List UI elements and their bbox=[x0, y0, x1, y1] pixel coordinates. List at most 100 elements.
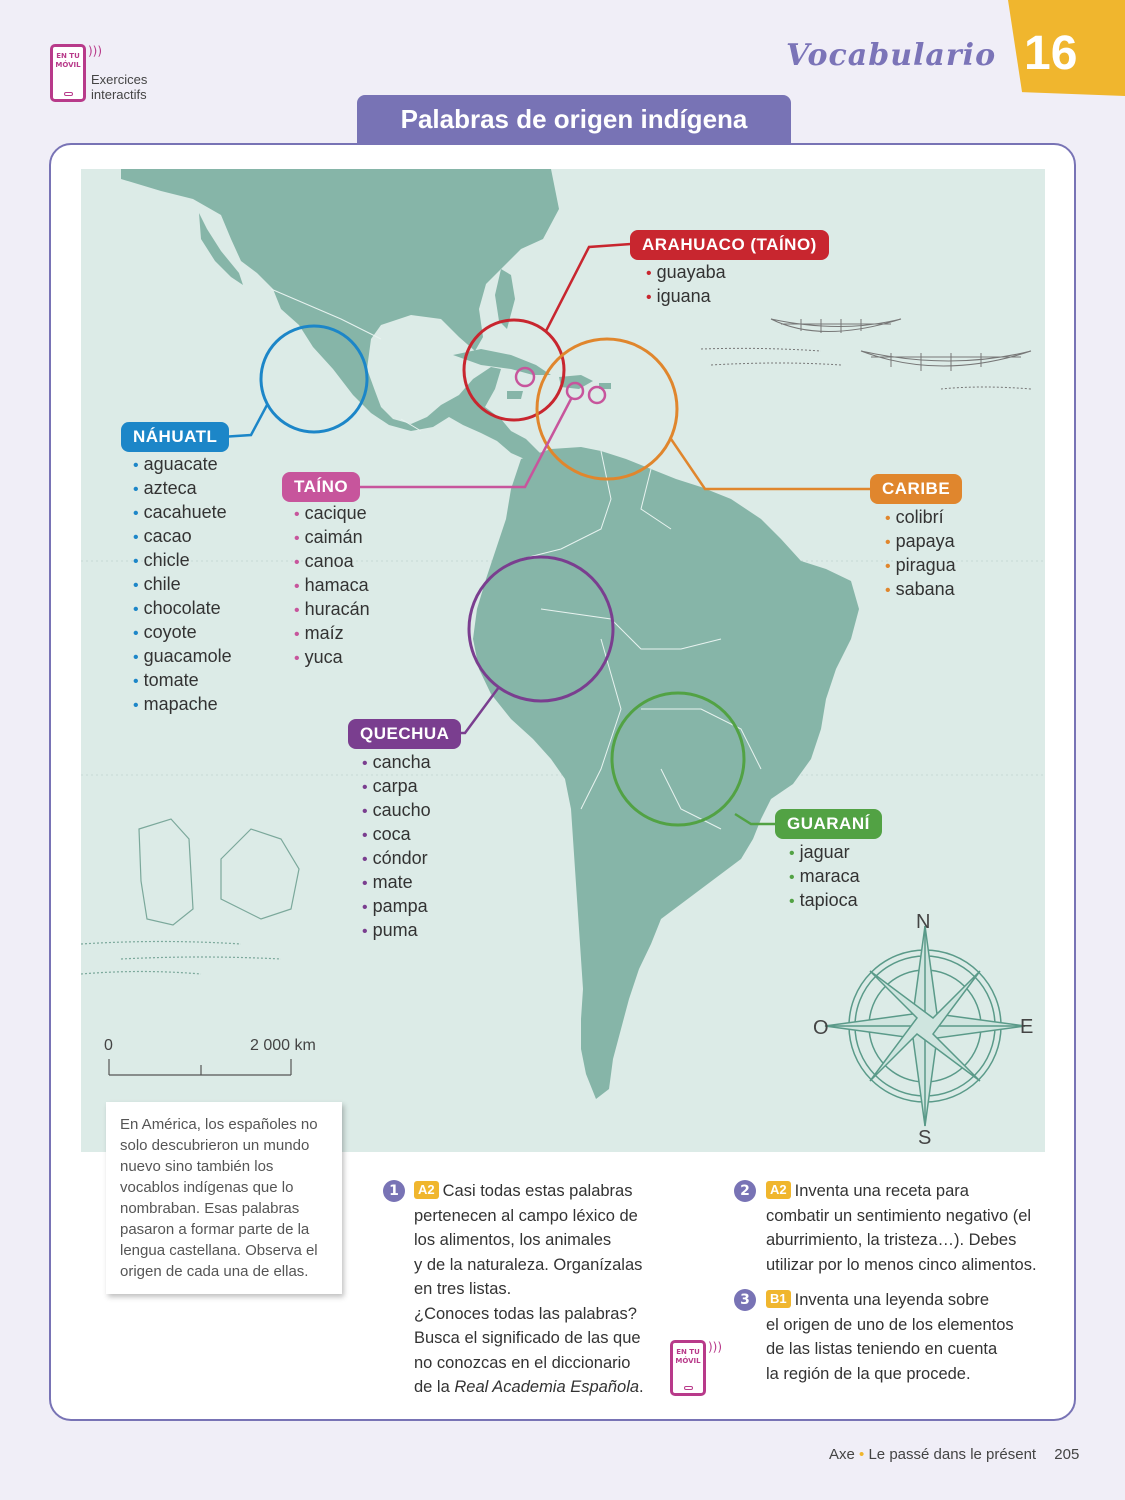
exercices-interactifs-label[interactable]: Exercices interactifs bbox=[91, 72, 148, 102]
list-item: caimán bbox=[294, 526, 370, 550]
text-line: y de la naturaleza. Organízalas bbox=[414, 1255, 643, 1274]
text-line: no conozcas en el diccionario bbox=[414, 1353, 631, 1372]
south-america-land bbox=[473, 447, 859, 1099]
north-america-land bbox=[121, 169, 559, 464]
text-line: en tres listas. bbox=[414, 1280, 512, 1298]
baja-california-land bbox=[199, 213, 243, 285]
page-footer: Axe • Le passé dans le présent 205 bbox=[829, 1446, 1079, 1463]
text-line: aburrimiento, la tristeza…). Debes bbox=[766, 1231, 1017, 1249]
arahuaco-word-list: guayaba iguana bbox=[646, 261, 726, 309]
arahuaco-leader bbox=[544, 242, 632, 332]
taino-region-circle-3 bbox=[587, 385, 607, 405]
list-item: cancha bbox=[362, 751, 431, 775]
nahuatl-word-list: aguacate azteca cacahuete cacao chicle c… bbox=[133, 453, 232, 717]
list-item: puma bbox=[362, 919, 431, 943]
compass-south-label: S bbox=[918, 1127, 932, 1149]
list-item: cacahuete bbox=[133, 501, 232, 525]
list-item: hamaca bbox=[294, 574, 370, 598]
exercise-3-level-badge: B1 bbox=[766, 1290, 791, 1308]
florida-land bbox=[495, 269, 515, 329]
intro-text-box: En América, los españoles no solo descub… bbox=[106, 1102, 342, 1294]
guarani-leader bbox=[734, 812, 775, 826]
list-item: cacique bbox=[294, 502, 370, 526]
text-line: la región de la que procede. bbox=[766, 1364, 971, 1383]
compass-east-label: E bbox=[1020, 1016, 1034, 1038]
caribe-leader bbox=[669, 438, 871, 491]
list-item: coyote bbox=[133, 621, 232, 645]
list-item: maraca bbox=[789, 865, 860, 889]
scale-end-label: 2 000 km bbox=[250, 1037, 316, 1054]
footer-axe: Axe bbox=[829, 1446, 855, 1463]
quechua-label: QUECHUA bbox=[348, 719, 462, 749]
compass-west-label: O bbox=[813, 1017, 829, 1039]
list-item: tapioca bbox=[789, 889, 860, 913]
exercise-1-level-badge: A2 bbox=[414, 1181, 439, 1199]
text-fragment: . bbox=[639, 1378, 644, 1396]
taino-word-list: cacique caimán canoa hamaca huracán maíz… bbox=[294, 502, 370, 670]
text-line: de las listas teniendo en cuenta bbox=[766, 1340, 998, 1358]
list-item: caucho bbox=[362, 799, 431, 823]
exercise-2-number: 2 bbox=[734, 1180, 756, 1202]
signal-icon: ))) bbox=[708, 1340, 723, 1354]
list-item: tomate bbox=[133, 669, 232, 693]
phone-label: EN TU MÓVIL bbox=[675, 1348, 701, 1365]
scale-bar bbox=[108, 1059, 292, 1076]
list-item: yuca bbox=[294, 646, 370, 670]
exercise-3-number: 3 bbox=[734, 1289, 756, 1311]
list-item: carpa bbox=[362, 775, 431, 799]
moai-illustration bbox=[81, 818, 300, 975]
section-title: Vocabulario bbox=[786, 38, 997, 73]
arahuaco-region-circle bbox=[462, 318, 566, 422]
phone-button-icon bbox=[64, 92, 73, 96]
page-number: 205 bbox=[1054, 1446, 1080, 1463]
exercise-3-text: B1 Inventa una leyenda sobre el origen de… bbox=[766, 1288, 1066, 1386]
boat-illustration bbox=[700, 318, 1032, 390]
list-item: cacao bbox=[133, 525, 232, 549]
footer-theme: Le passé dans le présent bbox=[868, 1446, 1037, 1463]
list-item: chile bbox=[133, 573, 232, 597]
page-title: Palabras de origen indígena bbox=[357, 95, 791, 144]
list-item: papaya bbox=[885, 530, 956, 554]
quechua-word-list: cancha carpa caucho coca cóndor mate pam… bbox=[362, 751, 431, 943]
text-line: el origen de uno de los elementos bbox=[766, 1315, 1014, 1334]
unit-tab: 16 bbox=[1008, 0, 1125, 96]
text-line: ¿Conoces todas las palabras? bbox=[414, 1304, 637, 1323]
text-line: Inventa una receta para bbox=[794, 1182, 969, 1200]
signal-icon: ))) bbox=[88, 44, 103, 58]
text-line: de la Real Academia Española. bbox=[414, 1375, 664, 1400]
list-item: mate bbox=[362, 871, 431, 895]
list-item: mapache bbox=[133, 693, 232, 717]
text-line: utilizar por lo menos cinco alimentos. bbox=[766, 1255, 1037, 1274]
list-item: huracán bbox=[294, 598, 370, 622]
text-line: Inventa una leyenda sobre bbox=[794, 1291, 990, 1309]
caribe-word-list: colibrí papaya piragua sabana bbox=[885, 506, 956, 602]
text-line: combatir un sentimiento negativo (el bbox=[766, 1206, 1032, 1225]
phone-icon[interactable]: EN TU MÓVIL bbox=[50, 44, 86, 102]
list-item: guayaba bbox=[646, 261, 726, 285]
nahuatl-label: NÁHUATL bbox=[121, 422, 230, 452]
compass-north-label: N bbox=[916, 911, 931, 933]
map-drawing bbox=[81, 169, 1045, 1127]
taino-label: TAÍNO bbox=[282, 472, 361, 502]
scale-start-label: 0 bbox=[104, 1037, 113, 1054]
country-borders bbox=[270, 288, 762, 830]
text-line: Casi todas estas palabras bbox=[442, 1182, 633, 1200]
nahuatl-region-circle bbox=[259, 324, 369, 434]
list-item: coca bbox=[362, 823, 431, 847]
exercise-1-number: 1 bbox=[383, 1180, 405, 1202]
caribe-label: CARIBE bbox=[870, 474, 963, 504]
phone-icon[interactable]: EN TU MÓVIL bbox=[670, 1340, 706, 1396]
list-item: piragua bbox=[885, 554, 956, 578]
list-item: colibrí bbox=[885, 506, 956, 530]
list-item: iguana bbox=[646, 285, 726, 309]
list-item: azteca bbox=[133, 477, 232, 501]
guarani-region-circle bbox=[610, 691, 746, 827]
footer-dot-icon: • bbox=[859, 1446, 865, 1463]
list-item: aguacate bbox=[133, 453, 232, 477]
guarani-word-list: jaguar maraca tapioca bbox=[789, 841, 860, 913]
unit-number: 16 bbox=[1024, 27, 1078, 80]
list-item: guacamole bbox=[133, 645, 232, 669]
exercise-2-text: A2 Inventa una receta para combatir un se… bbox=[766, 1179, 1066, 1277]
text-line: los alimentos, los animales bbox=[414, 1231, 612, 1249]
list-item: cóndor bbox=[362, 847, 431, 871]
